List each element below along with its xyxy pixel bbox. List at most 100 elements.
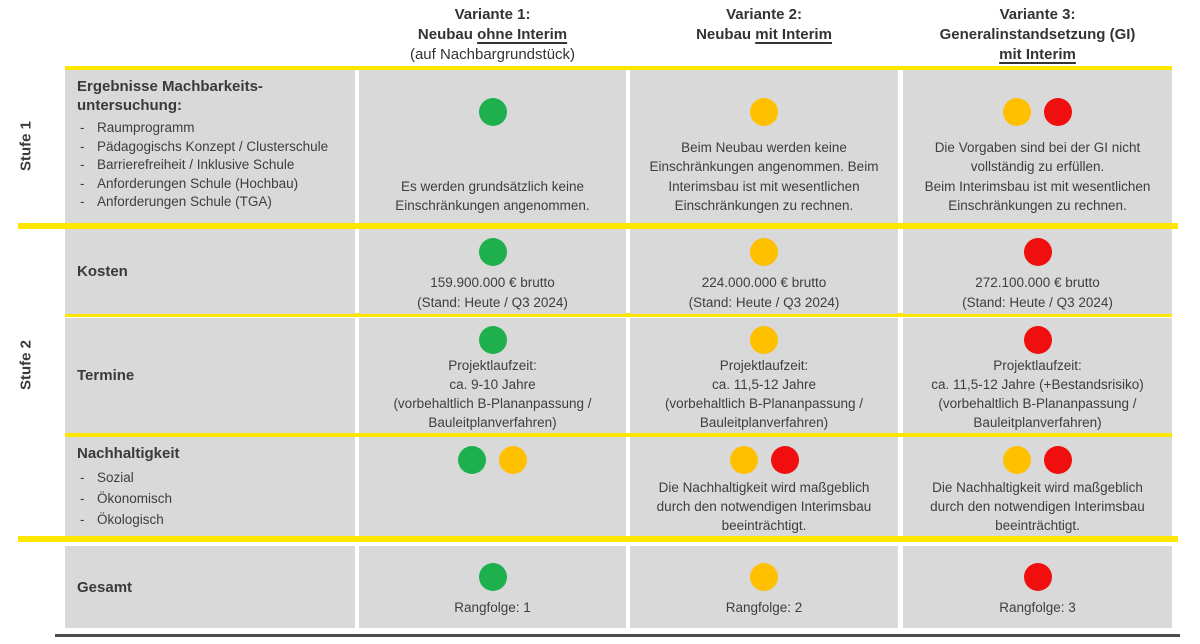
list-item: - Anforderungen Schule (Hochbau) bbox=[77, 175, 347, 194]
rating-dots bbox=[729, 446, 799, 474]
variant3-title: Variante 3: bbox=[999, 6, 1076, 23]
green-status-dot-icon bbox=[478, 98, 507, 126]
nachhaltigkeit-title: Nachhaltigkeit bbox=[77, 445, 180, 462]
red-status-dot-icon bbox=[1023, 326, 1052, 354]
cell-nachhaltigkeit-variant3: Die Nachhaltigkeit wird maßgeblich durch… bbox=[903, 437, 1172, 536]
rating-dots bbox=[1003, 446, 1072, 474]
variant1-title: Variante 1: bbox=[454, 6, 531, 23]
cell-text: 272.100.000 € brutto (Stand: Heute / Q3 … bbox=[962, 275, 1113, 310]
cell-gesamt-variant1: Rangfolge: 1 bbox=[359, 546, 626, 628]
list-item: - Barrierefreiheit / Inklusive Schule bbox=[77, 156, 347, 175]
yellow-status-dot-icon bbox=[1003, 446, 1031, 474]
rating-dots bbox=[750, 98, 778, 126]
yellow-status-dot-icon bbox=[750, 326, 778, 354]
variant3-header: Variante 3: Generalinstandsetzung (GI) m… bbox=[903, 5, 1172, 65]
cell-text: Es werden grundsätzlich keine Einschränk… bbox=[395, 178, 590, 214]
list-item-label: Barrierefreiheit / Inklusive Schule bbox=[97, 157, 295, 172]
yellow-status-dot-icon bbox=[1003, 98, 1031, 126]
cell-kosten-variant2: 224.000.000 € brutto (Stand: Heute / Q3 … bbox=[630, 229, 898, 314]
cell-text: Rangfolge: 2 bbox=[725, 600, 803, 615]
list-item-dash: - bbox=[80, 194, 85, 209]
list-item-label: Raumprogramm bbox=[97, 120, 195, 135]
red-status-dot-icon bbox=[770, 446, 799, 474]
variant2-header: Variante 2: Neubau mit Interim bbox=[630, 5, 898, 45]
list-item-label: Anforderungen Schule (TGA) bbox=[97, 194, 272, 209]
cell-termine-variant2: Projektlaufzeit: ca. 11,5-12 Jahre (vorb… bbox=[630, 318, 898, 433]
cell-text: Beim Neubau werden keine Einschränkungen… bbox=[649, 139, 879, 214]
rating-dots bbox=[458, 446, 527, 474]
list-item-dash: - bbox=[80, 120, 85, 135]
cell-text: Rangfolge: 1 bbox=[454, 600, 531, 615]
variant1-header: Variante 1: Neubau ohne Interim (auf Nac… bbox=[359, 5, 626, 65]
green-status-dot-icon bbox=[458, 446, 486, 474]
cell-text: Die Nachhaltigkeit wird maßgeblich durch… bbox=[930, 480, 1145, 533]
cell-gesamt-variant3: Rangfolge: 3 bbox=[903, 546, 1172, 628]
variant3-subtitle-underlined: mit Interim bbox=[999, 46, 1076, 63]
variant1-note: (auf Nachbargrundstück) bbox=[409, 46, 576, 63]
rating-dots bbox=[750, 238, 778, 266]
rating-dots bbox=[478, 326, 507, 354]
list-item: - Raumprogramm bbox=[77, 119, 347, 138]
list-item: - Ökonomisch bbox=[77, 488, 347, 509]
yellow-status-dot-icon bbox=[750, 98, 778, 126]
list-item-dash: - bbox=[80, 512, 85, 527]
rating-dots bbox=[478, 563, 507, 591]
red-status-dot-icon bbox=[1044, 98, 1072, 126]
cell-nachhaltigkeit-variant1 bbox=[359, 437, 626, 536]
yellow-status-dot-icon bbox=[729, 446, 758, 474]
variant2-subtitle-plain: Neubau bbox=[696, 26, 756, 43]
stage-label-stufe2: Stufe 2 bbox=[17, 340, 35, 391]
list-item-dash: - bbox=[80, 470, 85, 485]
cell-termine-variant1: Projektlaufzeit: ca. 9-10 Jahre (vorbeha… bbox=[359, 318, 626, 433]
red-status-dot-icon bbox=[1023, 238, 1052, 266]
list-item: - Anforderungen Schule (TGA) bbox=[77, 193, 347, 212]
cell-text: Rangfolge: 3 bbox=[999, 600, 1076, 615]
list-item-label: Ökonomisch bbox=[97, 491, 173, 506]
list-item-label: Ökologisch bbox=[97, 512, 164, 527]
list-item-label: Sozial bbox=[97, 470, 134, 485]
list-item-dash: - bbox=[80, 175, 85, 191]
rating-dots bbox=[1003, 98, 1072, 126]
separator-stufe1-stufe2 bbox=[18, 223, 1178, 229]
yellow-status-dot-icon bbox=[499, 446, 527, 474]
cell-text: Die Nachhaltigkeit wird maßgeblich durch… bbox=[656, 480, 872, 533]
red-status-dot-icon bbox=[1044, 446, 1072, 474]
yellow-status-dot-icon bbox=[750, 238, 778, 266]
cell-text: 224.000.000 € brutto (Stand: Heute / Q3 … bbox=[688, 275, 840, 310]
nachhaltigkeit-item-list: - Sozial - Ökonomisch - Ökologisch bbox=[77, 467, 347, 530]
list-item: - Pädagogischs Konzept / Clusterschule bbox=[77, 138, 347, 157]
rating-dots bbox=[750, 326, 778, 354]
green-status-dot-icon bbox=[478, 563, 507, 591]
green-status-dot-icon bbox=[478, 326, 507, 354]
separator-termine-nachhaltigkeit bbox=[65, 433, 1172, 437]
list-item: - Ökologisch bbox=[77, 509, 347, 530]
rating-dots bbox=[1023, 326, 1052, 354]
green-status-dot-icon bbox=[478, 238, 507, 266]
list-item: - Sozial bbox=[77, 467, 347, 488]
ergebnisse-title: Ergebnisse Machbarkeits- untersuchung: bbox=[77, 78, 263, 114]
list-item-dash: - bbox=[80, 138, 85, 154]
variant1-subtitle-plain: Neubau bbox=[417, 26, 478, 43]
row-header-gesamt: Gesamt bbox=[65, 546, 355, 628]
variant1-subtitle-underlined: ohne Interim bbox=[477, 26, 568, 43]
rating-dots bbox=[1023, 238, 1052, 266]
variant2-subtitle-underlined: mit Interim bbox=[755, 26, 832, 43]
row-header-termine: Termine bbox=[65, 318, 355, 433]
separator-stufe2-gesamt bbox=[18, 536, 1178, 542]
ergebnisse-item-list: - Raumprogramm - Pädagogischs Konzept / Clu… bbox=[77, 119, 347, 212]
cell-stufe1-variant1: Es werden grundsätzlich keine Einschränk… bbox=[359, 70, 626, 223]
red-status-dot-icon bbox=[1023, 563, 1052, 591]
variant2-title: Variante 2: bbox=[726, 6, 802, 23]
rating-dots bbox=[750, 563, 778, 591]
bottom-border-line bbox=[55, 634, 1180, 637]
cell-stufe1-variant3: Die Vorgaben sind bei der GI nicht volls… bbox=[903, 70, 1172, 223]
cell-gesamt-variant2: Rangfolge: 2 bbox=[630, 546, 898, 628]
cell-text: Projektlaufzeit: ca. 11,5-12 Jahre (vorb… bbox=[664, 358, 864, 430]
cell-nachhaltigkeit-variant2: Die Nachhaltigkeit wird maßgeblich durch… bbox=[630, 437, 898, 536]
cell-text: Projektlaufzeit: ca. 11,5-12 Jahre (+Bes… bbox=[931, 358, 1144, 430]
separator-header bbox=[65, 66, 1172, 70]
cell-kosten-variant3: 272.100.000 € brutto (Stand: Heute / Q3 … bbox=[903, 229, 1172, 314]
yellow-status-dot-icon bbox=[750, 563, 778, 591]
list-item-label: Pädagogischs Konzept / Clusterschule bbox=[97, 138, 329, 154]
